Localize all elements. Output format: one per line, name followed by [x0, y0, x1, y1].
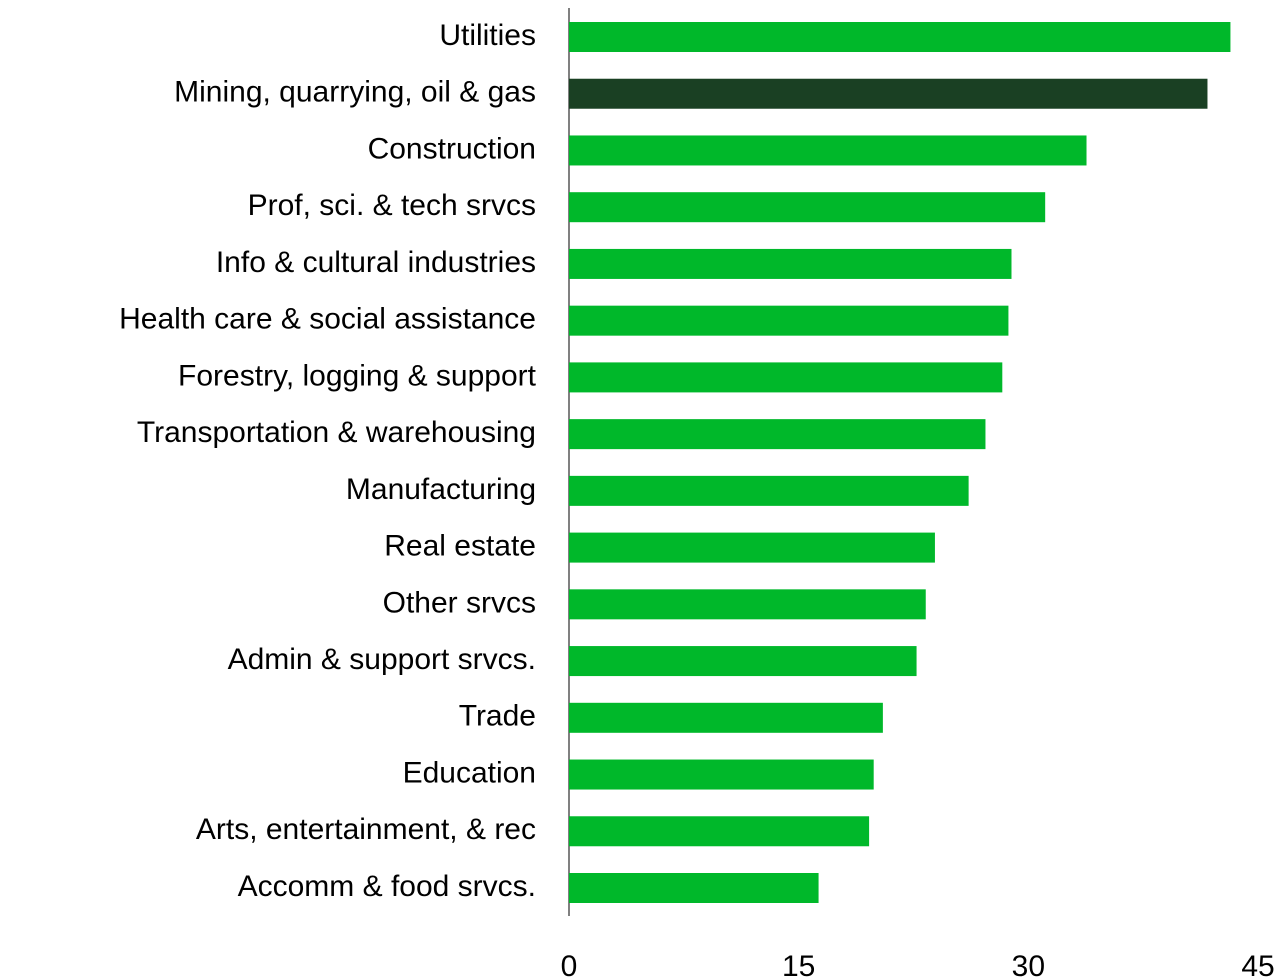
- y-tick-label: Arts, entertainment, & rec: [196, 813, 536, 846]
- y-tick-label: Forestry, logging & support: [178, 359, 537, 392]
- y-tick-label: Education: [403, 756, 536, 789]
- y-tick-label: Transportation & warehousing: [137, 416, 536, 449]
- y-tick-label: Real estate: [384, 530, 536, 563]
- y-tick-label: Info & cultural industries: [216, 246, 536, 279]
- x-tick-label: 0: [561, 950, 578, 977]
- bar: [569, 589, 926, 620]
- y-tick-label: Mining, quarrying, oil & gas: [174, 76, 536, 109]
- bar: [569, 22, 1231, 52]
- y-tick-label: Utilities: [439, 19, 536, 52]
- bar: [569, 135, 1087, 166]
- bar: [569, 419, 986, 450]
- y-tick-label: Health care & social assistance: [119, 303, 536, 336]
- x-tick-label: 45: [1241, 950, 1274, 977]
- y-tick-label: Manufacturing: [346, 473, 536, 506]
- bar: [569, 192, 1046, 223]
- x-tick-label: 15: [782, 950, 815, 977]
- bar: [569, 532, 935, 563]
- bar: [569, 362, 1003, 393]
- bar: [569, 873, 819, 903]
- bar: [569, 816, 870, 847]
- bar: [569, 475, 969, 506]
- y-tick-label: Accomm & food srvcs.: [238, 870, 536, 903]
- bar: [569, 78, 1208, 109]
- bar: [569, 248, 1012, 279]
- y-tick-label: Prof, sci. & tech srvcs: [248, 189, 536, 222]
- y-tick-label: Construction: [368, 132, 536, 165]
- y-tick-label: Admin & support srvcs.: [228, 643, 536, 676]
- bar: [569, 702, 883, 733]
- y-tick-label: Trade: [459, 700, 536, 733]
- bar: [569, 646, 917, 677]
- y-tick-label: Other srvcs: [383, 586, 536, 619]
- bar: [569, 759, 874, 790]
- x-tick-label: 30: [1012, 950, 1045, 977]
- bar: [569, 305, 1009, 336]
